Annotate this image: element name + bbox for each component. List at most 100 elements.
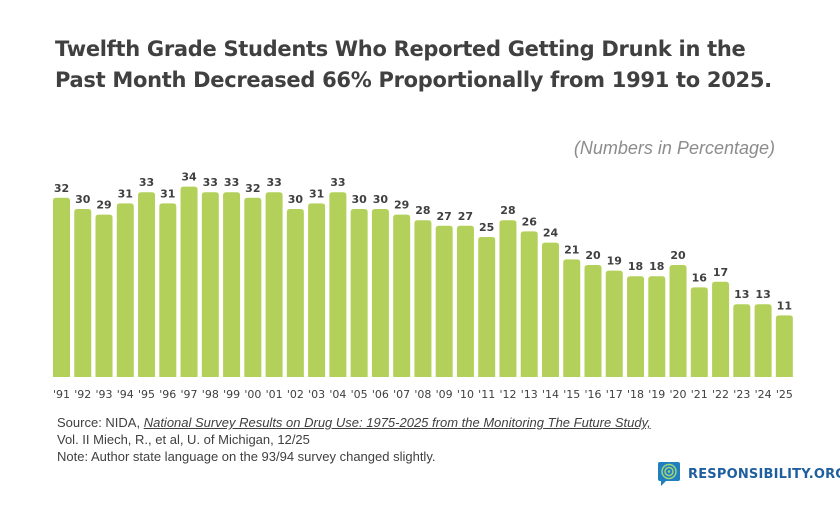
logo: RESPONSIBILITY.ORG [658, 462, 840, 486]
bar [350, 209, 368, 377]
data-label: 26 [522, 215, 538, 228]
bar [159, 203, 177, 377]
x-tick-label: '00 [244, 388, 261, 401]
x-tick-label: '07 [393, 388, 410, 401]
x-tick-label: '20 [670, 388, 687, 401]
data-label: 30 [288, 193, 304, 206]
source-link[interactable]: National Survey Results on Drug Use: 197… [143, 415, 651, 430]
data-label: 33 [266, 176, 281, 189]
bar [456, 225, 474, 377]
data-label: 29 [96, 199, 111, 212]
data-label: 11 [777, 299, 792, 312]
x-tick-label: '94 [117, 388, 134, 401]
data-label: 31 [160, 187, 175, 200]
x-tick-label: '19 [648, 388, 665, 401]
data-label: 29 [394, 199, 409, 212]
x-tick-label: '17 [606, 388, 623, 401]
bar [648, 276, 666, 377]
x-tick-label: '08 [414, 388, 431, 401]
bar [563, 259, 581, 377]
bar [180, 186, 198, 377]
data-label: 25 [479, 221, 494, 234]
bar [690, 287, 708, 377]
bar [138, 192, 156, 377]
x-tick-label: '03 [308, 388, 325, 401]
x-tick-label: '92 [74, 388, 91, 401]
x-tick-label: '91 [53, 388, 70, 401]
data-label: 20 [585, 249, 601, 262]
x-tick-label: '99 [223, 388, 240, 401]
x-tick-label: '93 [96, 388, 113, 401]
data-label: 30 [351, 193, 367, 206]
bar [286, 209, 304, 377]
x-tick-label: '05 [351, 388, 368, 401]
x-tick-label: '10 [457, 388, 474, 401]
bar [627, 276, 645, 377]
x-tick-label: '97 [181, 388, 198, 401]
logo-text: RESPONSIBILITY.ORG [688, 466, 840, 482]
bar [605, 270, 623, 377]
data-label: 20 [670, 249, 686, 262]
bar [393, 214, 411, 377]
x-tick-label: '22 [712, 388, 729, 401]
bar [435, 225, 453, 377]
bar [265, 192, 283, 377]
data-label: 19 [607, 255, 622, 268]
x-tick-label: '18 [627, 388, 644, 401]
data-label: 28 [500, 204, 515, 217]
x-tick-label: '98 [202, 388, 219, 401]
x-tick-label: '96 [159, 388, 176, 401]
data-label: 18 [628, 260, 643, 273]
bar [53, 197, 70, 377]
data-label: 31 [309, 187, 324, 200]
logo-icon [658, 462, 680, 486]
source-line-2: Vol. II Miech, R., et al, U. of Michigan… [57, 432, 310, 447]
x-tick-label: '09 [436, 388, 453, 401]
data-label: 30 [373, 193, 389, 206]
data-label: 32 [245, 182, 260, 195]
bar [712, 281, 730, 377]
title-line-1: Twelfth Grade Students Who Reported Gett… [55, 37, 746, 61]
data-label: 24 [543, 227, 559, 240]
bar [116, 203, 134, 377]
source-line-3: Note: Author state language on the 93/94… [57, 449, 436, 464]
data-label: 30 [75, 193, 91, 206]
x-tick-label: '95 [138, 388, 155, 401]
x-tick-label: '02 [287, 388, 304, 401]
title-line-2: Past Month Decreased 66% Proportionally … [55, 68, 772, 92]
bar [74, 209, 92, 377]
bar [371, 209, 389, 377]
bar [541, 242, 559, 377]
x-tick-label: '25 [776, 388, 793, 401]
source-prefix: Source: NIDA, [57, 415, 144, 430]
data-label: 32 [54, 182, 69, 195]
x-tick-label: '13 [521, 388, 538, 401]
x-tick-label: '16 [584, 388, 601, 401]
bar [201, 192, 219, 377]
data-label: 27 [437, 210, 452, 223]
data-label: 27 [458, 210, 473, 223]
bar [775, 315, 793, 377]
bar [478, 237, 496, 377]
bar [499, 220, 517, 377]
bar [754, 304, 772, 377]
data-label: 16 [692, 271, 708, 284]
x-tick-label: '04 [329, 388, 346, 401]
bar [733, 304, 751, 377]
units-note: (Numbers in Percentage) [573, 138, 775, 158]
data-label: 33 [203, 176, 218, 189]
chart-title: Twelfth Grade Students Who Reported Gett… [55, 34, 772, 96]
x-tick-label: '24 [755, 388, 772, 401]
x-tick-label: '01 [266, 388, 283, 401]
bar [329, 192, 347, 377]
source-note: Source: NIDA, National Survey Results on… [57, 414, 651, 465]
bar [520, 231, 538, 377]
data-label: 28 [415, 204, 430, 217]
bar [669, 265, 687, 377]
data-label: 31 [118, 187, 133, 200]
x-tick-label: '11 [478, 388, 495, 401]
data-label: 33 [330, 176, 345, 189]
bar [308, 203, 326, 377]
bar [414, 220, 432, 377]
